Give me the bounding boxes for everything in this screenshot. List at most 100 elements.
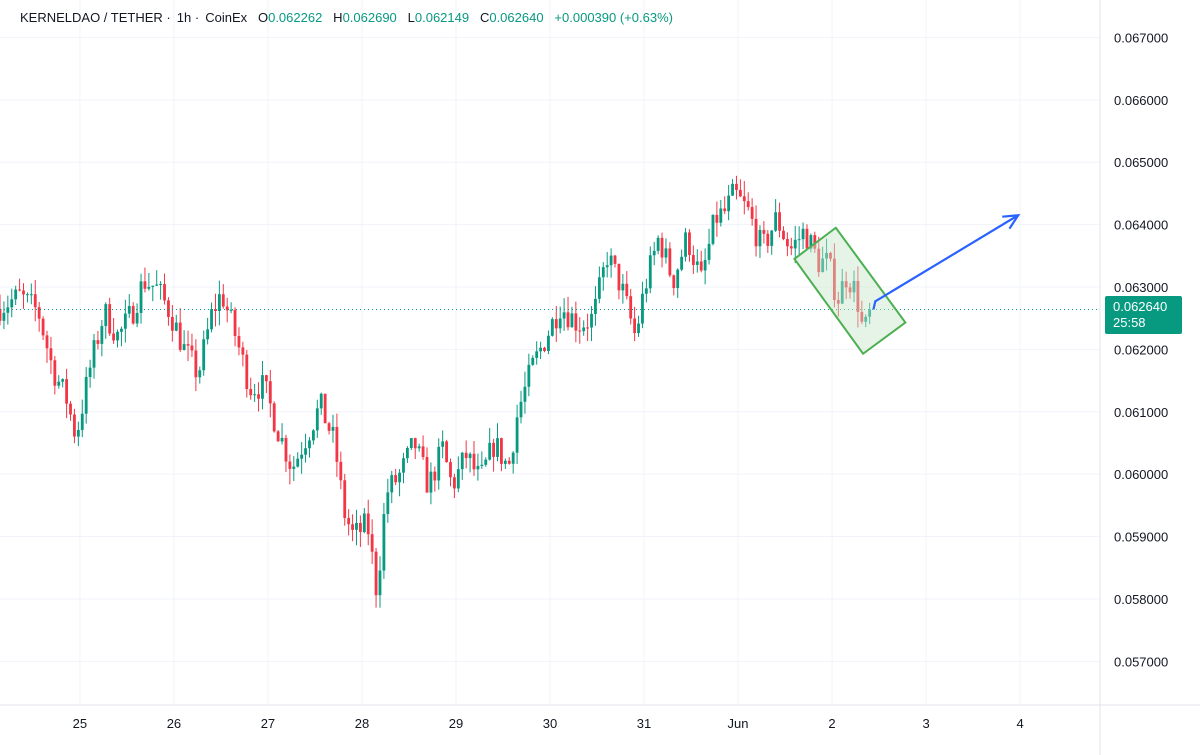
candle-body (570, 313, 574, 328)
candle-body (535, 351, 539, 358)
candle-body (868, 309, 872, 317)
candle-body (652, 250, 656, 256)
candle-body (832, 258, 836, 300)
candle-body (531, 357, 535, 365)
candle-body (378, 570, 382, 596)
candle-body (684, 232, 687, 257)
candle-body (644, 288, 648, 294)
candle-body (347, 517, 351, 525)
x-tick-label: 30 (543, 716, 557, 731)
candle-body (206, 329, 210, 340)
candle-body (26, 294, 29, 296)
x-tick-label: 27 (261, 716, 275, 731)
low-label: L (407, 10, 415, 25)
candle-body (507, 460, 511, 464)
candle-body (550, 319, 554, 336)
candle-body (331, 426, 335, 431)
candle-body (370, 534, 374, 552)
candle-body (453, 477, 456, 489)
candle-body (492, 442, 495, 457)
x-tick-label: 29 (449, 716, 463, 731)
candle-body (789, 246, 793, 249)
candle-body (116, 331, 119, 341)
change-value: +0.000390 (+0.63%) (554, 10, 673, 25)
interval-label[interactable]: 1h (176, 10, 192, 25)
y-tick-label: 0.057000 (1114, 654, 1168, 669)
candle-body (280, 437, 284, 442)
candle-body (637, 323, 640, 334)
candle-body (241, 347, 245, 355)
candle-body (707, 243, 711, 260)
candle-body (742, 196, 746, 202)
candle-body (358, 522, 362, 533)
candle-body (268, 381, 272, 404)
candle-body (594, 298, 597, 314)
low-value: 0.062149 (414, 10, 470, 25)
candle-body (351, 524, 354, 530)
symbol-name[interactable]: KERNELDAO / TETHER (20, 10, 163, 25)
candle-body (731, 183, 734, 196)
candle-body (6, 307, 10, 313)
candle-body (519, 401, 523, 418)
y-tick-label: 0.058000 (1114, 592, 1168, 607)
candle-body (817, 248, 821, 273)
candle-body (76, 429, 80, 437)
high-label: H (333, 10, 343, 25)
candle-body (84, 376, 88, 414)
candle-body (621, 283, 625, 291)
candle-body (214, 309, 217, 311)
candle-body (601, 267, 605, 278)
candle-body (374, 551, 378, 596)
candle-body (229, 309, 233, 311)
candle-body (315, 408, 319, 431)
candle-body (500, 438, 503, 464)
candle-body (198, 370, 202, 378)
candle-body (178, 322, 182, 350)
candle-body (170, 316, 174, 331)
candle-body (727, 195, 731, 212)
candle-body (92, 340, 96, 368)
candle-body (699, 261, 703, 271)
close-label: C (479, 10, 490, 25)
candle-body (155, 284, 159, 286)
candle-body (186, 344, 190, 346)
x-tick-label: 2 (828, 716, 835, 731)
candle-body (308, 440, 311, 449)
candle-body (860, 311, 864, 322)
candle-body (609, 255, 613, 266)
candle-body (433, 471, 437, 481)
candle-body (840, 281, 844, 304)
candle-body (272, 403, 276, 432)
candle-body (468, 453, 472, 459)
candle-body (366, 513, 370, 535)
candle-body (597, 277, 601, 299)
candle-body (296, 458, 300, 467)
candle-body (484, 459, 488, 465)
last-price-tag: 0.062640 25:58 (1105, 296, 1182, 334)
candle-body (813, 235, 817, 249)
candle-body (225, 306, 229, 311)
candle-body (311, 430, 315, 441)
y-tick-label: 0.065000 (1114, 155, 1168, 170)
candle-body (80, 413, 84, 430)
candle-body (292, 466, 296, 469)
candle-body (605, 265, 609, 268)
candle-body (339, 461, 343, 481)
candle-body (672, 275, 676, 289)
candle-body (135, 312, 139, 324)
candle-body (829, 252, 832, 259)
candle-body (821, 258, 825, 273)
candle-body (61, 379, 65, 382)
x-tick-label: 26 (167, 716, 181, 731)
candle-body (464, 452, 468, 459)
candle-body (472, 453, 476, 470)
candle-body (758, 229, 762, 247)
candle-body (167, 300, 170, 317)
candle-body (735, 183, 738, 190)
candle-body (586, 327, 590, 329)
candle-body (715, 214, 719, 223)
candle-body (711, 214, 715, 244)
y-tick-label: 0.062000 (1114, 342, 1168, 357)
